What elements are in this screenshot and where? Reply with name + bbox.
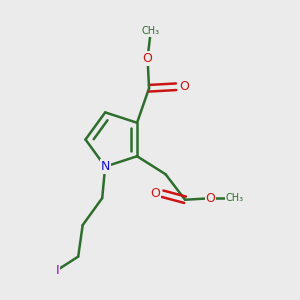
Text: O: O <box>206 192 215 205</box>
Text: O: O <box>142 52 152 65</box>
Text: CH₃: CH₃ <box>142 26 160 36</box>
Text: N: N <box>100 160 110 173</box>
Text: O: O <box>150 187 160 200</box>
Text: CH₃: CH₃ <box>226 193 244 203</box>
Text: I: I <box>56 264 59 277</box>
Text: O: O <box>179 80 189 93</box>
